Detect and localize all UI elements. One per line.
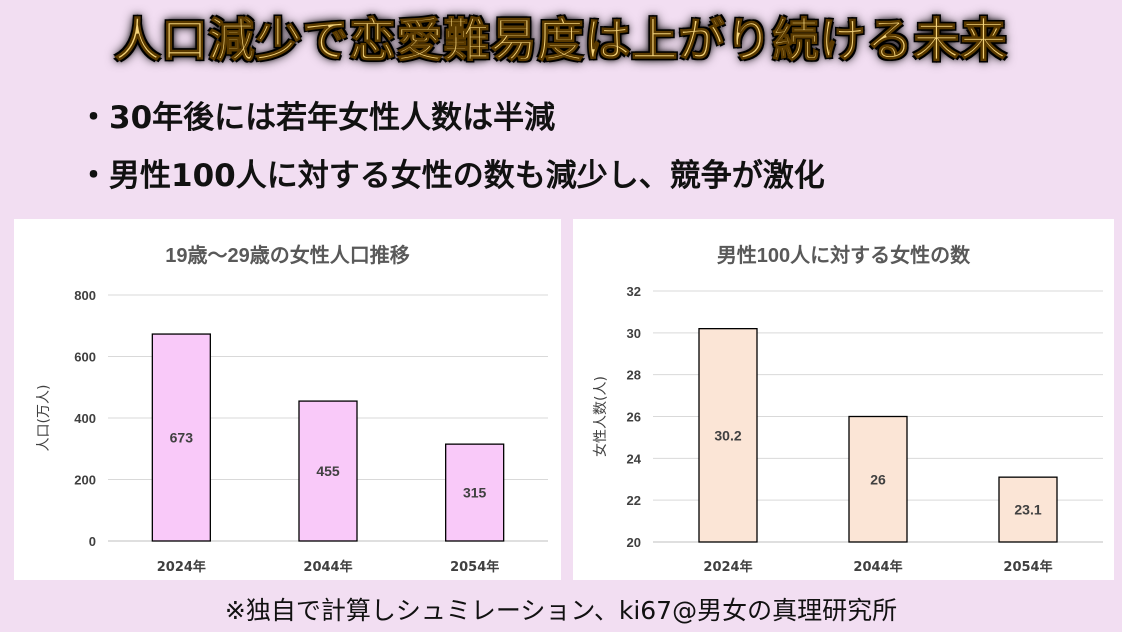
ratio-chart-panel: 20 22 24 26 28 30 32 女性人数(人) 30.2 2024年 26 2044年 23.… <box>573 219 1114 580</box>
population-bar-2024年 <box>151 333 211 542</box>
population-x-tick-label: 2054年 <box>450 559 499 575</box>
page-title: 人口減少で恋愛難易度は上がり続ける未来 <box>114 13 1008 68</box>
bullet-point-1: ・30年後には若年女性人数は半減 <box>78 100 556 136</box>
population-data-label: 455 <box>316 463 340 479</box>
ratio-y-tick-label: 32 <box>627 284 641 299</box>
ratio-bar-2044年 <box>848 415 908 543</box>
ratio-chart-title: 男性100人に対する女性の数 <box>716 245 971 267</box>
population-y-tick-label: 600 <box>74 350 96 365</box>
ratio-y-tick-label: 24 <box>627 451 642 466</box>
ratio-y-tick-label: 26 <box>627 410 641 425</box>
bullet-point-2: ・男性100人に対する女性の数も減少し、競争が激化 <box>78 158 825 194</box>
footnote: ※独自で計算しシュミレーション、ki67@男女の真理研究所 <box>224 596 898 625</box>
population-chart-title: 19歳～29歳の女性人口推移 <box>165 245 410 267</box>
ratio-bar-2024年 <box>698 328 758 543</box>
ratio-y-tick-label: 22 <box>627 493 641 508</box>
ratio-x-tick-label: 2044年 <box>853 559 902 575</box>
population-bar-2054年 <box>445 443 505 542</box>
population-y-tick-label: 400 <box>74 411 96 426</box>
ratio-y-tick-label: 20 <box>627 535 641 550</box>
population-x-tick-label: 2024年 <box>157 559 206 575</box>
ratio-x-tick-label: 2024年 <box>703 559 752 575</box>
population-y-tick-label: 0 <box>89 534 96 549</box>
population-y-axis-title: 人口(万人) <box>36 385 52 452</box>
ratio-bar-2054年 <box>998 476 1058 543</box>
population-x-tick-label: 2044年 <box>303 559 352 575</box>
ratio-x-tick-label: 2054年 <box>1003 559 1052 575</box>
ratio-y-axis-title: 女性人数(人) <box>592 376 609 457</box>
population-chart-panel: 0 200 400 600 800 人口(万人) 673 2024年 455 2044年 315 20… <box>14 219 561 580</box>
population-chart: 0 200 400 600 800 人口(万人) 673 2024年 455 2044年 315 20… <box>36 288 548 575</box>
population-bar-2044年 <box>298 400 358 542</box>
population-data-label: 315 <box>463 485 487 501</box>
ratio-data-label: 23.1 <box>1014 502 1041 518</box>
population-y-tick-label: 200 <box>74 473 96 488</box>
ratio-chart: 20 22 24 26 28 30 32 女性人数(人) 30.2 2024年 26 2044年 23.… <box>592 284 1103 575</box>
population-y-tick-label: 800 <box>74 288 96 303</box>
population-data-label: 673 <box>170 430 194 446</box>
ratio-data-label: 26 <box>870 471 886 487</box>
ratio-y-tick-label: 30 <box>627 326 641 341</box>
ratio-y-tick-label: 28 <box>627 368 641 383</box>
ratio-data-label: 30.2 <box>714 427 741 443</box>
